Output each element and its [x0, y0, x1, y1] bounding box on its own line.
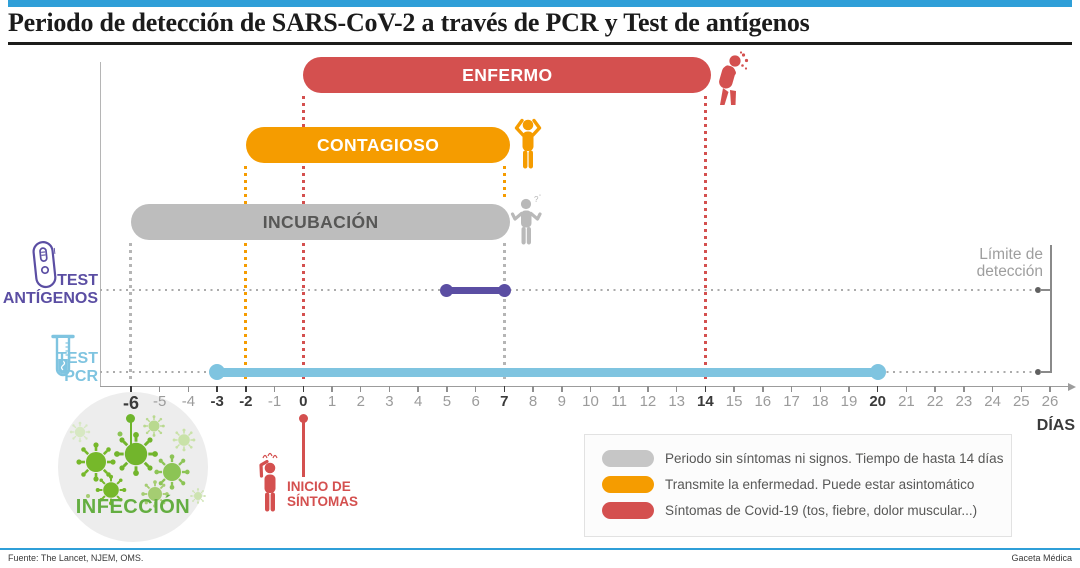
axis-tick-label: -2 [239, 393, 253, 410]
axis-tick-label: 3 [385, 393, 394, 410]
marker-dot-inicio-sintomas [298, 413, 308, 423]
pcr-test-label: TEST PCR [0, 350, 98, 386]
phase-bar-contagioso: CONTAGIOSO [245, 127, 511, 163]
antigen-test-label: TEST ANTÍGENOS [0, 272, 98, 308]
legend-item: Síntomas de Covid-19 (tos, fiebre, dolor… [602, 502, 1011, 519]
phase-boundary-dotted-line [703, 96, 707, 381]
axis-tick-label: 19 [840, 393, 858, 410]
phase-label: ENFERMO [462, 64, 553, 85]
axis-tick-label: 24 [984, 393, 1001, 410]
detection-row-dotted-line [100, 289, 1036, 291]
phase-boundary-dotted-line [129, 243, 133, 381]
phase-label: CONTAGIOSO [316, 134, 440, 155]
phase-label: INCUBACIÓN [262, 211, 379, 232]
legend-box: Periodo sin síntomas ni signos. Tiempo d… [584, 434, 1012, 537]
antigen-test-cassette-icon [32, 241, 57, 289]
legend-swatch [602, 502, 654, 519]
axis-tick-label: 0 [299, 393, 308, 410]
test-detection-segment-antigenos [446, 286, 505, 294]
limit-of-detection-label: Límite de detección [938, 246, 1043, 280]
axis-tick-label: 21 [898, 393, 915, 410]
symptom-onset-label-line2: SÍNTOMAS [287, 494, 359, 509]
axis-tick-label: 5 [442, 393, 452, 410]
test-endpoint-dot [497, 283, 511, 297]
limit-label-line1: Límite de [979, 246, 1043, 263]
phase-bar-incubacion: INCUBACIÓN [130, 204, 511, 240]
phase-boundary-dotted-line [244, 166, 248, 381]
phase-boundary-dotted-line [502, 166, 506, 201]
axis-tick-label: 12 [639, 393, 657, 410]
axis-tick-label: 10 [582, 393, 599, 410]
axis-tick-label: 15 [725, 393, 743, 410]
limit-bracket-stub-antigen [1040, 289, 1052, 291]
phase-boundary-dotted-line [301, 96, 305, 381]
axis-tick-label: 23 [955, 393, 973, 410]
y-axis-line [99, 62, 101, 386]
antigen-test-label-line2: ANTÍGENOS [2, 290, 98, 307]
axis-tick-label: 6 [471, 393, 480, 410]
footer-source: Fuente: The Lancet, NJEM, OMS. [8, 553, 144, 563]
axis-tick-label: 4 [414, 393, 423, 410]
fever-person-icon [259, 452, 278, 512]
pcr-test-tube-icon [51, 334, 75, 377]
axis-tick-label: 26 [1041, 393, 1059, 410]
phase-bar-enfermo: ENFERMO [303, 57, 712, 93]
test-endpoint-dot [440, 283, 454, 297]
legend-item: Periodo sin síntomas ni signos. Tiempo d… [602, 450, 1011, 467]
footer-accent-line [0, 548, 1080, 550]
axis-tick-label: 14 [697, 393, 714, 410]
test-endpoint-dot [869, 364, 886, 380]
legend-label: Síntomas de Covid-19 (tos, fiebre, dolor… [665, 503, 978, 518]
axis-tick-label: 18 [811, 393, 829, 410]
svg-text:?: ? [534, 195, 539, 204]
test-detection-segment-pcr [217, 367, 878, 377]
pcr-test-label-line2: PCR [64, 368, 98, 385]
infection-circle: INFECCIÓN [58, 392, 208, 542]
symptom-onset-label-line1: INICIO DE [287, 479, 351, 494]
title-underline [8, 42, 1072, 45]
axis-tick-label: -1 [267, 393, 282, 410]
axis-tick-label: 25 [1012, 393, 1030, 410]
axis-tick-label: 13 [668, 393, 685, 410]
axis-tick-label: 11 [611, 393, 627, 410]
pcr-test-label-line1: TEST [57, 350, 98, 367]
legend-label: Periodo sin síntomas ni signos. Tiempo d… [665, 451, 1004, 466]
infection-label: INFECCIÓN [75, 496, 191, 518]
legend-swatch [602, 450, 654, 467]
legend-label: Transmite la enfermedad. Puede estar asi… [665, 477, 975, 492]
axis-tick-label: 8 [528, 393, 538, 410]
axis-tick-label: 7 [500, 393, 509, 410]
x-axis-line [99, 385, 1070, 387]
top-accent-bar [8, 0, 1072, 7]
limit-bracket-stub-pcr [1040, 371, 1052, 373]
shrugging-person-icon: ? '' [510, 195, 542, 245]
axis-tick-label: 9 [557, 393, 566, 410]
axis-tick-label: 16 [754, 393, 772, 410]
standing-person-icon [514, 118, 542, 169]
legend-swatch [602, 476, 654, 493]
legend-item: Transmite la enfermedad. Puede estar asi… [602, 476, 1011, 493]
coughing-sick-person-icon [719, 51, 749, 105]
svg-text:'': '' [539, 195, 541, 201]
axis-tick-label: 1 [327, 393, 337, 410]
marker-stem-inicio-sintomas [302, 422, 305, 477]
antigen-test-label-line1: TEST [57, 272, 98, 289]
limit-bracket-line [1050, 245, 1052, 373]
symptom-onset-label: INICIO DE SÍNTOMAS [287, 479, 358, 509]
axis-tick-label: 20 [869, 393, 887, 410]
test-endpoint-dot [209, 364, 226, 380]
coronavirus-icon [69, 414, 207, 509]
footer-brand: Gaceta Médica [1011, 553, 1072, 563]
phase-boundary-dotted-line [502, 243, 506, 381]
axis-tick-label: 2 [356, 393, 365, 410]
axis-tick-label: 22 [926, 393, 944, 410]
page-title: Periodo de detección de SARS-CoV-2 a tra… [8, 8, 810, 37]
axis-tick-label: 17 [783, 393, 800, 410]
x-axis-arrow-icon [1068, 382, 1076, 391]
x-axis-title: DÍAS [1036, 417, 1075, 434]
detection-row-dotted-line [100, 371, 1036, 373]
limit-label-line2: detección [976, 263, 1043, 280]
